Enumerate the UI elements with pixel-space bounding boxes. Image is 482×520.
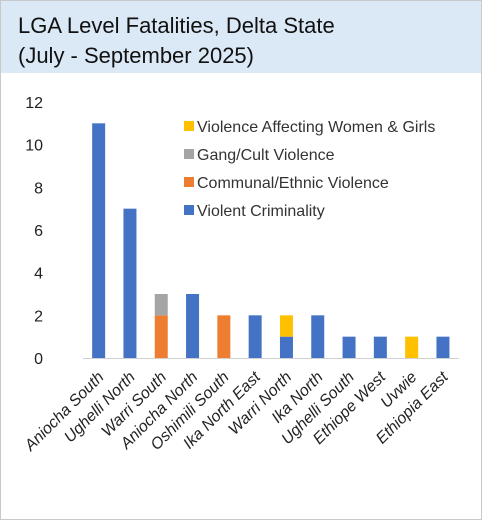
- legend-label: Violence Affecting Women & Girls: [197, 119, 435, 136]
- bar-segment: [436, 336, 450, 358]
- y-tick-label: 8: [34, 180, 43, 197]
- bar-segment: [217, 315, 231, 358]
- y-tick-label: 12: [25, 95, 43, 112]
- y-tick-label: 2: [34, 308, 43, 325]
- legend-label: Violent Criminality: [197, 203, 325, 220]
- legend-label: Communal/Ethnic Violence: [197, 175, 389, 192]
- chart-title-line-2: (July - September 2025): [18, 43, 254, 68]
- legend-swatch: [184, 149, 194, 159]
- legend-swatch: [184, 177, 194, 187]
- chart-title-line-1: LGA Level Fatalities, Delta State: [18, 13, 335, 38]
- bar-segment: [373, 336, 387, 358]
- bar-segment: [186, 294, 200, 358]
- bar-segment: [342, 336, 356, 358]
- bar-segment: [279, 315, 293, 337]
- bar-segment: [154, 315, 168, 358]
- y-tick-label: 6: [34, 223, 43, 240]
- legend-swatch: [184, 205, 194, 215]
- bar-segment: [248, 315, 262, 358]
- legend-label: Gang/Cult Violence: [197, 147, 335, 164]
- y-tick-label: 0: [34, 351, 43, 368]
- y-tick-label: 4: [34, 266, 43, 283]
- bar-segment: [92, 123, 106, 358]
- chart-header: LGA Level Fatalities, Delta State (July …: [1, 1, 481, 73]
- bar-segment: [154, 294, 168, 316]
- bar-segment: [405, 336, 419, 358]
- bar-segment: [311, 315, 325, 358]
- bar-segment: [123, 208, 137, 358]
- y-tick-label: 10: [25, 138, 43, 155]
- legend-swatch: [184, 121, 194, 131]
- bar-segment: [279, 336, 293, 358]
